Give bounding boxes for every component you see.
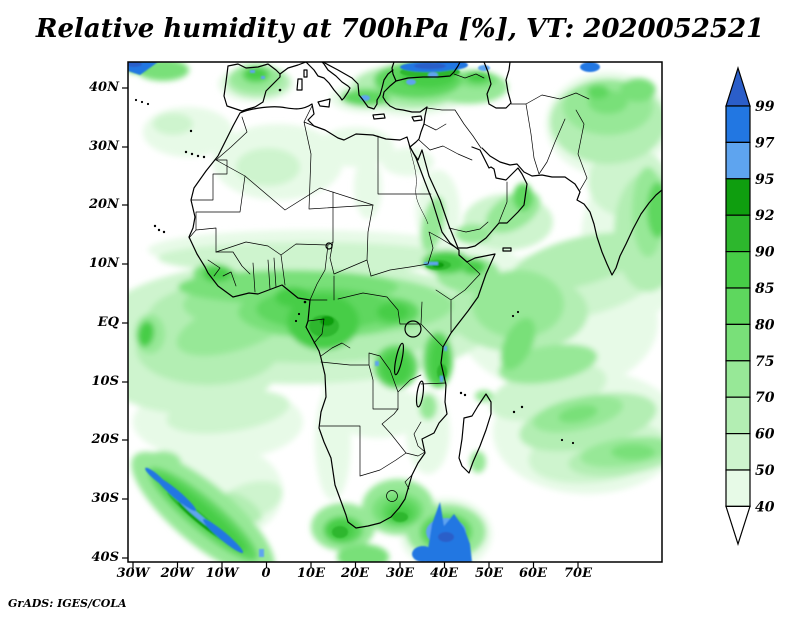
island-dots [134, 88, 575, 445]
lat-label: EQ [97, 315, 119, 330]
colorbar-segment [725, 433, 751, 471]
plot-title: Relative humidity at 700hPa [%], VT: 202… [35, 14, 765, 44]
lon-label: 20E [341, 566, 369, 581]
colorbar-segment [725, 178, 751, 216]
colorbar-arrow-top [725, 66, 751, 107]
lon-label: 10W [205, 566, 239, 581]
colorbar-label: 70 [755, 390, 775, 406]
coastlines [134, 62, 662, 529]
colorbar-label: 60 [755, 427, 775, 443]
colorbar-segment [725, 396, 751, 435]
map-plot [122, 61, 663, 568]
colorbar-label: 80 [755, 317, 775, 333]
colorbar-label: 75 [755, 354, 774, 370]
colorbar: 99 97 95 92 90 85 80 75 70 60 50 40 [725, 66, 775, 546]
lat-label: 10N [89, 256, 119, 271]
colorbar-label: 95 [755, 172, 774, 188]
colorbar-segment [725, 469, 751, 508]
lon-label: 30W [116, 566, 150, 581]
lon-label: 70E [564, 566, 592, 581]
colorbar-label: 40 [755, 499, 775, 515]
humidity-shading [128, 62, 662, 562]
colorbar-label: 85 [755, 281, 774, 297]
lat-label: 20N [89, 197, 119, 212]
colorbar-label: 50 [755, 463, 775, 479]
colorbar-label: 92 [755, 208, 775, 224]
lon-label: 40E [430, 566, 458, 581]
country-borders [188, 73, 590, 502]
lon-label: 20W [160, 566, 194, 581]
lon-label: 50E [475, 566, 503, 581]
lat-label: 40S [91, 550, 119, 565]
lon-label: 30E [386, 566, 414, 581]
lat-label: 10S [91, 374, 119, 389]
lat-label: 30S [91, 491, 119, 506]
colorbar-segment [725, 214, 751, 253]
lat-label: 30N [89, 139, 119, 154]
map-frame [127, 61, 663, 563]
colorbar-segment [725, 287, 751, 326]
colorbar-segment [725, 141, 751, 180]
colorbar-label: 97 [755, 135, 775, 151]
colorbar-segment [725, 105, 751, 144]
lat-label: 20S [91, 432, 119, 447]
colorbar-segment [725, 323, 751, 362]
grads-credit: GrADS: IGES/COLA [8, 597, 127, 610]
colorbar-label: 90 [755, 245, 775, 261]
lat-label: 40N [89, 80, 119, 95]
colorbar-segment [725, 360, 751, 398]
colorbar-label: 99 [755, 99, 775, 115]
colorbar-segment [725, 251, 751, 289]
lon-label: 0 [261, 566, 271, 581]
lon-label: 60E [519, 566, 547, 581]
axis-ticks [122, 87, 579, 568]
lon-label: 10E [297, 566, 325, 581]
colorbar-arrow-bottom [725, 505, 751, 546]
